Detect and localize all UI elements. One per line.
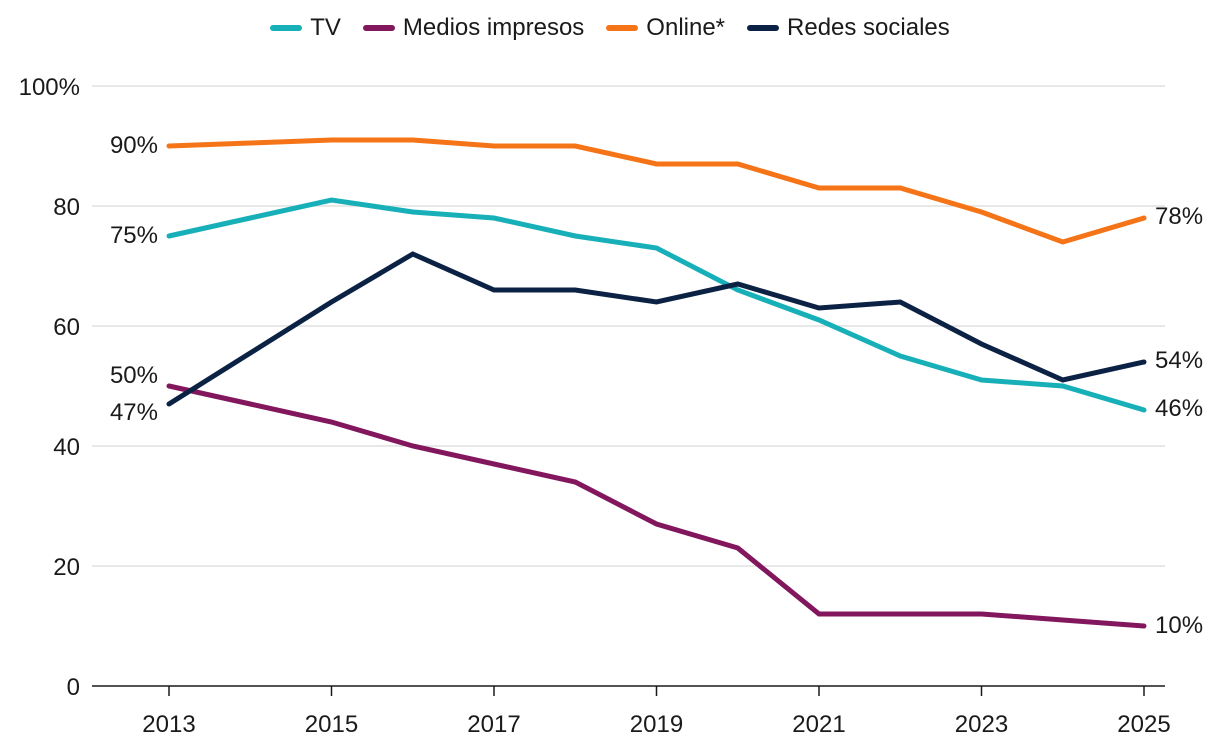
legend-swatch-tv	[270, 25, 303, 31]
x-tick-label: 2017	[467, 711, 520, 738]
series-layer	[166, 137, 1147, 629]
y-tick-label: 60	[53, 314, 80, 341]
x-tick-label: 2019	[630, 711, 683, 738]
start-label-online: 90%	[110, 132, 158, 159]
start-label-tv: 75%	[110, 222, 158, 249]
x-tick-label: 2021	[792, 711, 845, 738]
y-tick-label: 80	[53, 194, 80, 221]
label-layer: 75% 46% 50% 10% 90% 78% 47% 54%	[110, 132, 1203, 639]
y-tick-label: 20	[53, 554, 80, 581]
y-tick-label: 0	[67, 674, 80, 701]
x-tick-label: 2015	[305, 711, 358, 738]
legend-item-tv: TV	[270, 14, 341, 42]
grid-layer	[92, 85, 1165, 567]
x-tick-label: 2023	[955, 711, 1008, 738]
end-label-redes-sociales: 54%	[1155, 347, 1203, 374]
end-label-online: 78%	[1155, 203, 1203, 230]
axis-layer: 0 20 40 60 80 100% 2013 2015 2017 2019 2021 2023 202…	[19, 74, 1171, 738]
end-label-tv: 46%	[1155, 395, 1203, 422]
x-tick-label: 2025	[1117, 711, 1170, 738]
start-label-redes-sociales: 47%	[110, 399, 158, 426]
chart-legend: TV Medios impresos Online* Redes sociale…	[0, 14, 1220, 42]
legend-swatch-redes-sociales	[747, 25, 780, 31]
legend-label-online: Online*	[646, 14, 726, 41]
legend-item-medios-impresos: Medios impresos	[362, 14, 585, 42]
end-label-medios-impresos: 10%	[1155, 612, 1203, 639]
legend-swatch-online	[606, 25, 639, 31]
legend-label-redes-sociales: Redes sociales	[787, 14, 950, 41]
legend-label-medios-impresos: Medios impresos	[402, 14, 585, 41]
series-line-tv	[166, 197, 1147, 413]
start-label-medios-impresos: 50%	[110, 362, 158, 389]
series-line-online	[166, 137, 1147, 245]
y-tick-label: 40	[53, 434, 80, 461]
x-tick-label: 2013	[142, 711, 195, 738]
legend-item-online: Online*	[606, 14, 725, 42]
legend-label-tv: TV	[310, 14, 341, 41]
series-line-medios-impresos	[166, 383, 1147, 629]
series-line-redes-sociales	[166, 251, 1147, 407]
legend-swatch-medios-impresos	[362, 25, 395, 31]
legend-item-redes-sociales: Redes sociales	[747, 14, 950, 42]
y-tick-label: 100%	[19, 74, 80, 101]
